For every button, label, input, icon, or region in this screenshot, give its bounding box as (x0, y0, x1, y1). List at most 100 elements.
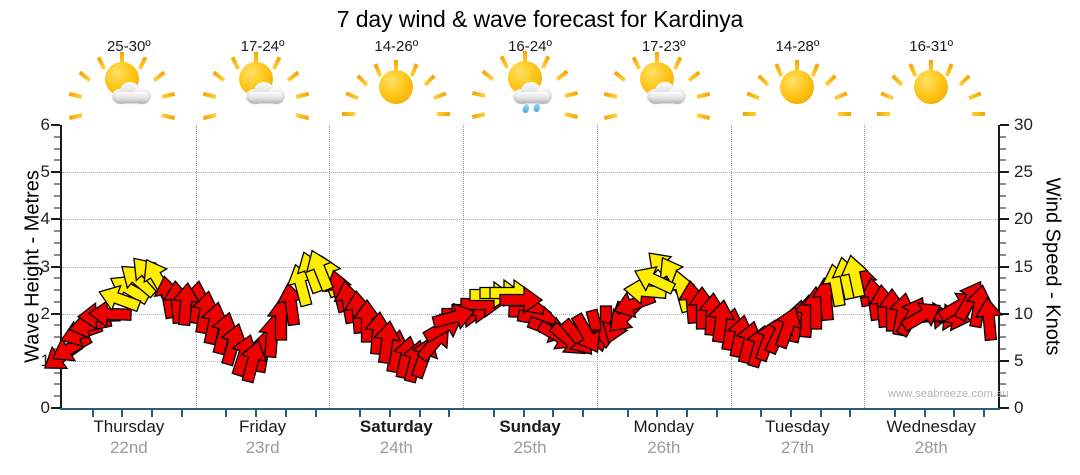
day-name: Friday (238, 417, 287, 436)
partly-cloudy-icon (68, 52, 175, 160)
x-axis-tick (626, 408, 629, 417)
horizontal-gridline (62, 172, 998, 174)
day-date: 27th (780, 438, 814, 457)
day-header-saturday: 14-26º (329, 38, 463, 168)
left-axis-tick-label: 6 (40, 115, 50, 134)
cloud-shape (111, 82, 152, 103)
x-axis-tick (923, 408, 926, 417)
left-axis-minor-tick (54, 241, 60, 244)
page-title: 7 day wind & wave forecast for Kardinya (336, 6, 744, 32)
left-axis-spine (60, 125, 62, 408)
x-axis-tick (894, 408, 896, 417)
partly-cloudy-icon (202, 52, 309, 160)
x-axis-tick (849, 408, 852, 417)
x-axis-tick (790, 408, 792, 417)
rain-shower-icon (471, 51, 579, 159)
day-header-thursday: 25-30º (62, 38, 196, 160)
day-name: Sunday (499, 417, 561, 436)
x-axis-tick (656, 408, 659, 417)
day-date: 23rd (245, 438, 280, 457)
day-label-sunday: Sunday 25th (463, 416, 597, 458)
left-axis-minor-tick (54, 289, 60, 292)
left-axis-minor-tick (54, 277, 60, 280)
watermark: www.seabreeze.com.au (888, 388, 1009, 400)
day-name: Tuesday (765, 417, 830, 436)
sunny-icon (743, 58, 852, 168)
left-axis-minor-tick (54, 135, 60, 138)
right-axis-minor-tick (1000, 194, 1006, 197)
day-name: Thursday (93, 417, 165, 436)
left-axis-minor-tick (54, 147, 60, 150)
x-axis-tick (225, 408, 228, 417)
right-axis-minor-tick (1000, 336, 1006, 339)
right-axis-tick (1000, 218, 1009, 221)
rain-drop-icon (522, 103, 531, 114)
cloud-shape (513, 82, 553, 103)
right-axis-minor-tick (1000, 348, 1006, 351)
x-axis-tick (388, 408, 391, 417)
sun-disc (914, 70, 949, 104)
right-axis-minor-tick (1000, 324, 1006, 327)
day-separator-gridline (730, 125, 732, 408)
cloud-shape (646, 82, 687, 103)
x-axis-tick (448, 408, 451, 417)
left-axis-minor-tick (54, 395, 60, 398)
left-axis-tick-label: 2 (40, 303, 50, 323)
day-name: Wednesday (886, 417, 976, 436)
day-date: 22nd (109, 438, 148, 457)
right-axis-tick-label: 25 (1014, 162, 1033, 182)
right-axis-minor-tick (1000, 395, 1006, 398)
right-axis-minor-tick (1000, 159, 1006, 162)
cloud-shape (245, 82, 286, 103)
right-axis-minor-tick (1000, 289, 1006, 292)
x-axis-tick (760, 408, 763, 417)
day-label-friday: Friday 23rd (196, 416, 330, 458)
temperature-range: 16-31º (909, 38, 954, 55)
x-axis-tick (953, 408, 956, 417)
day-date: 24th (379, 438, 413, 457)
left-axis-minor-tick (54, 182, 60, 185)
temperature-range: 16-24º (508, 38, 552, 55)
right-axis-minor-tick (1000, 383, 1006, 386)
sun-disc (379, 70, 414, 104)
bottom-axis-spine (60, 408, 1000, 410)
left-axis-minor-tick (54, 300, 60, 303)
rain-drop-icon (533, 102, 542, 113)
right-axis-tick (1000, 171, 1009, 174)
wind-arrow-series (43, 125, 1003, 408)
right-axis-tick (1000, 265, 1009, 268)
x-axis-tick (522, 408, 525, 417)
partly-cloudy-icon (603, 52, 710, 160)
day-date: 26th (647, 438, 681, 457)
day-separator-gridline (864, 125, 866, 408)
temperature-range: 25-30º (106, 38, 151, 55)
left-axis-tick (51, 312, 60, 315)
day-label-thursday: Thursday 22nd (62, 416, 196, 458)
right-axis-tick (1000, 124, 1009, 126)
day-header-sunday: 16-24º (463, 38, 597, 159)
right-axis-tick (1000, 312, 1009, 315)
right-axis-tick (1000, 407, 1009, 409)
right-axis-tick-label: 20 (1014, 209, 1033, 229)
x-axis-tick (582, 408, 584, 417)
x-axis-tick (686, 408, 688, 417)
x-axis-tick (314, 408, 317, 417)
day-date: 25th (513, 438, 547, 457)
day-header-friday: 17-24º (196, 38, 330, 160)
horizontal-gridline (62, 266, 998, 268)
right-axis-tick (1000, 359, 1009, 362)
right-axis-tick-label: 10 (1014, 303, 1033, 323)
temperature-range: 14-26º (374, 38, 419, 55)
horizontal-gridline (62, 360, 998, 362)
x-axis-tick (284, 408, 287, 417)
x-axis-tick (983, 408, 986, 417)
left-axis-tick (51, 407, 60, 409)
left-axis-minor-tick (54, 383, 60, 386)
temperature-range: 14-28º (775, 38, 820, 55)
day-header-wednesday: 16-31º (864, 38, 998, 168)
left-axis-tick-label: 5 (40, 162, 50, 182)
horizontal-gridline (62, 219, 998, 221)
sunny-icon (877, 58, 986, 168)
left-axis-minor-tick (54, 253, 60, 256)
x-axis-tick (180, 408, 183, 417)
